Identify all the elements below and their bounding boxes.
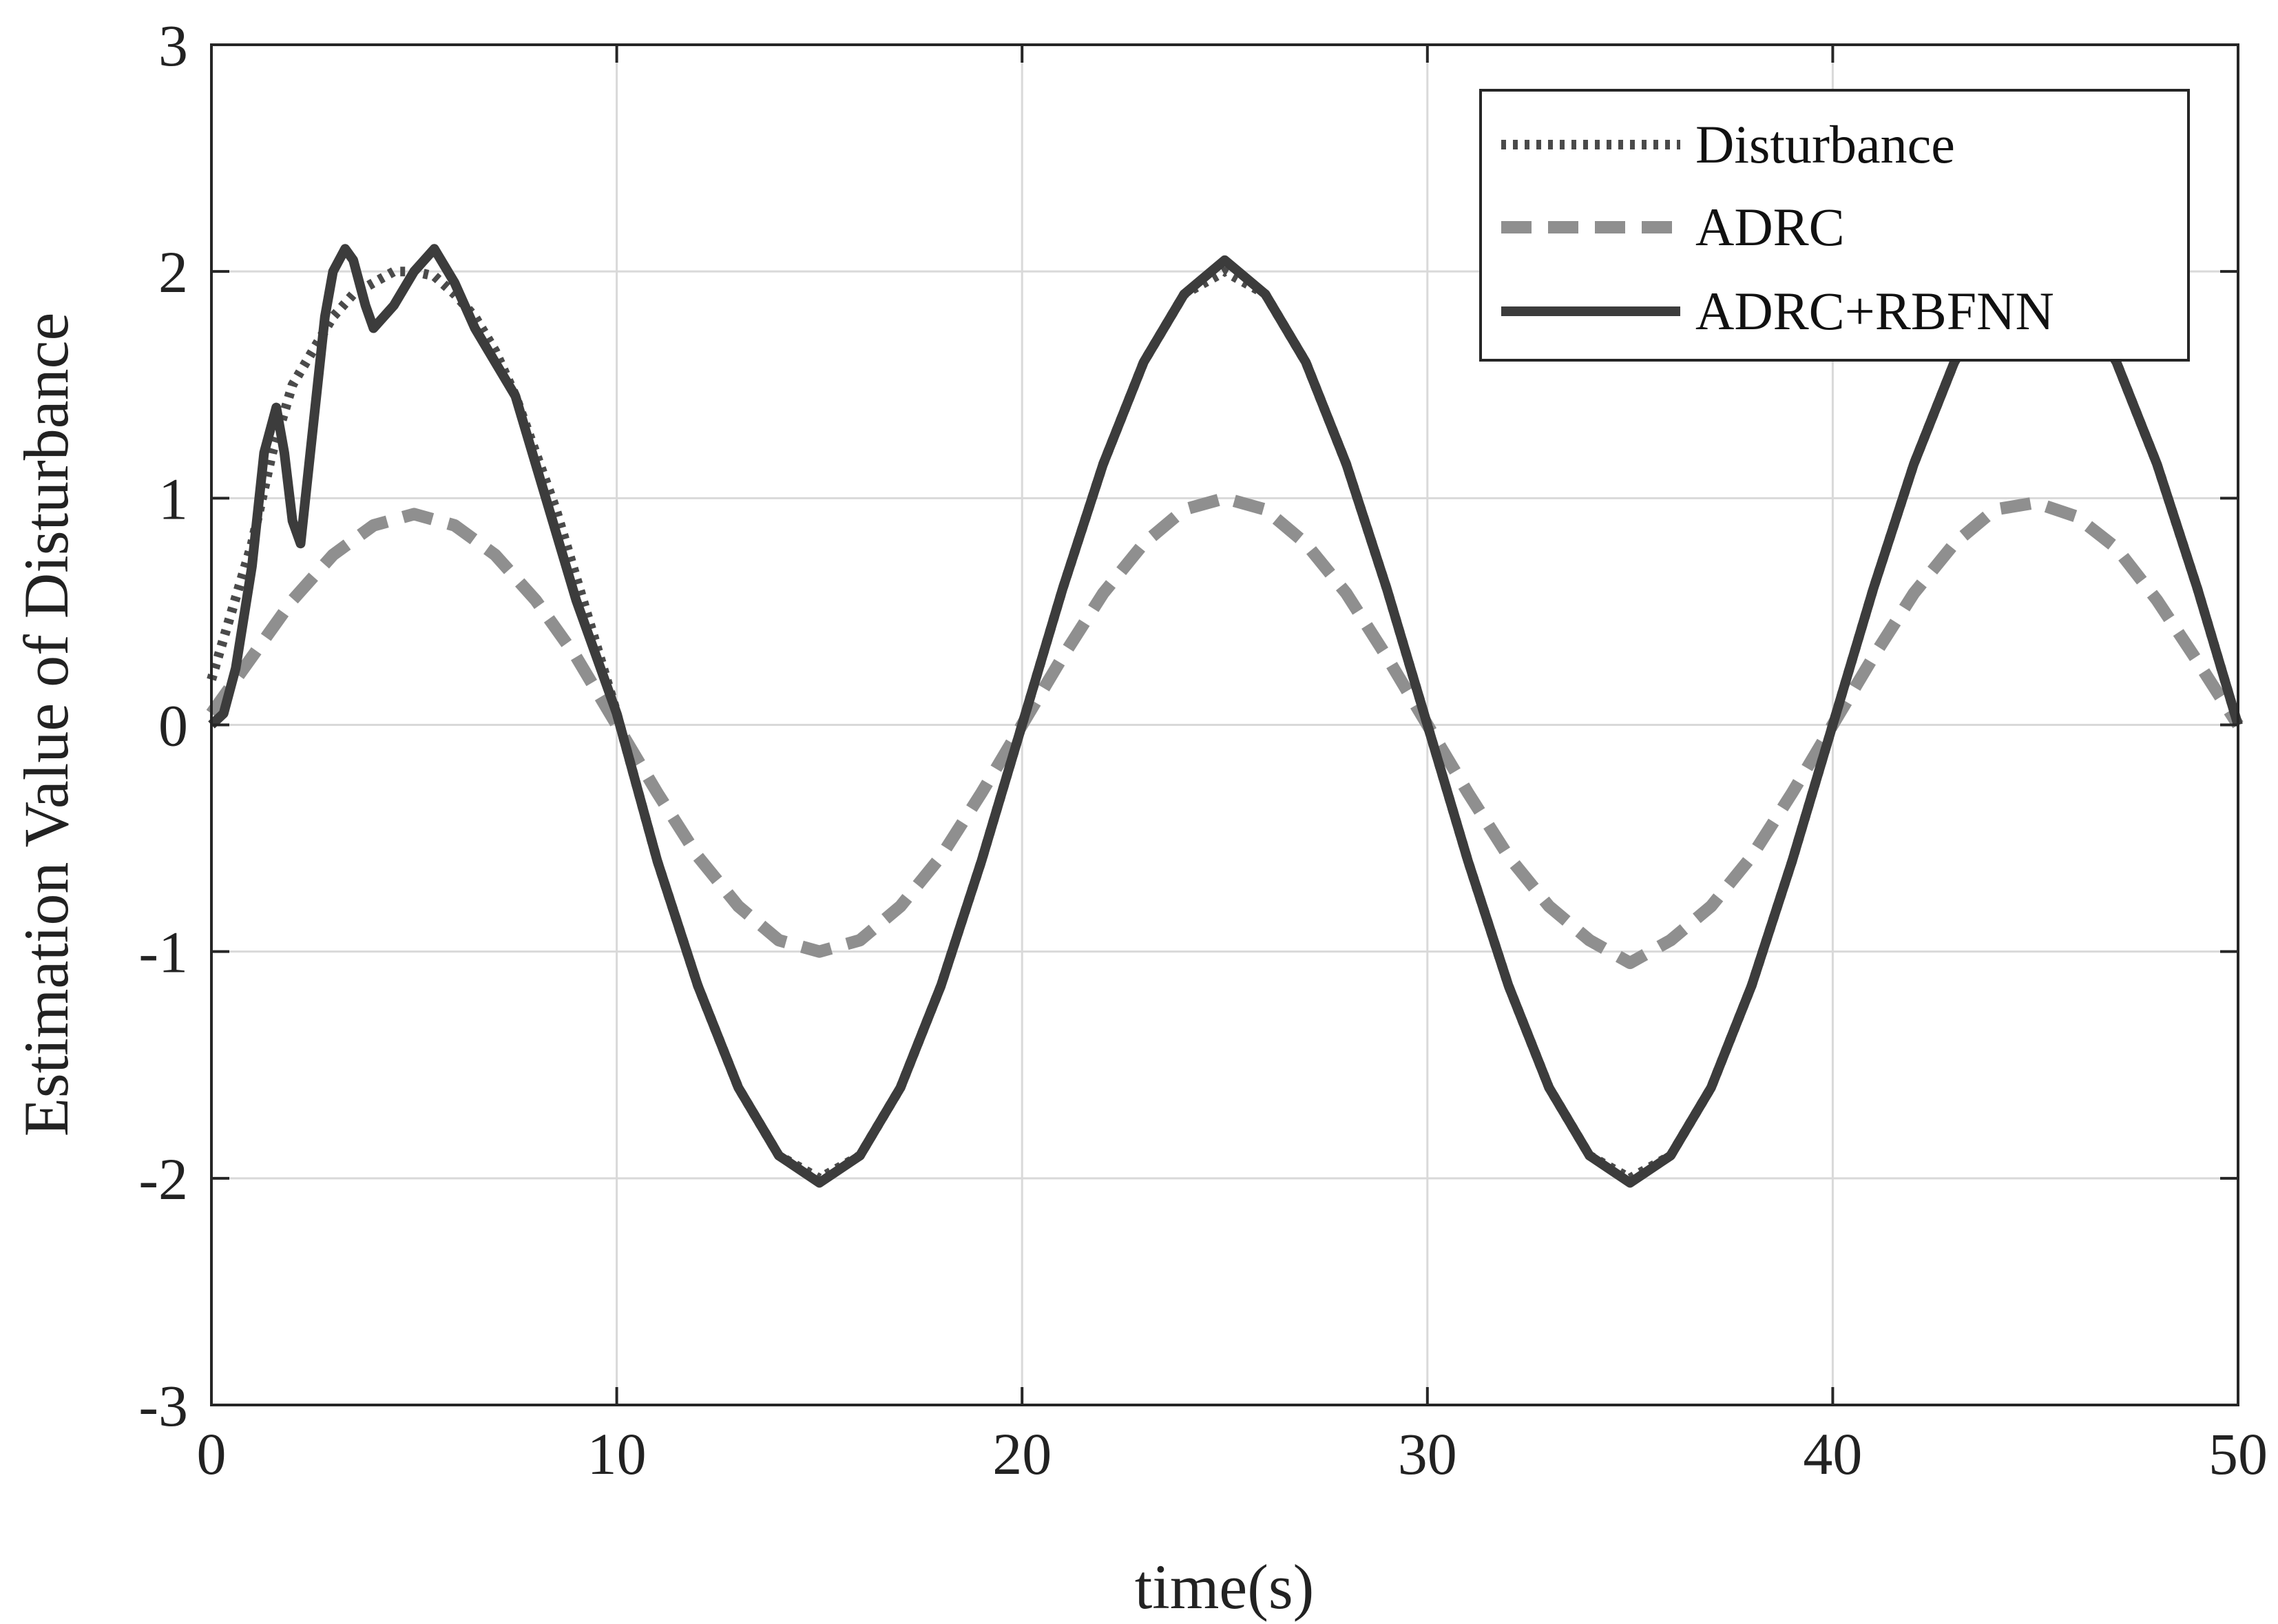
legend-label: Disturbance — [1695, 114, 1955, 174]
x-tick-label: 0 — [197, 1421, 227, 1487]
y-axis-label: Estimation Value of Disturbance — [11, 313, 81, 1137]
y-tick-label: 0 — [158, 693, 188, 759]
x-tick-label: 30 — [1398, 1421, 1457, 1487]
legend: Disturbance ADRC ADRC+RBFNN — [1479, 89, 2190, 362]
x-axis-label: time(s) — [1135, 1552, 1315, 1622]
series-line-adrc-rbfnn — [208, 244, 2243, 1188]
y-tick-label: 3 — [158, 12, 188, 79]
y-tick-label: 1 — [158, 466, 188, 532]
axis-ticks: 0 10 20 30 40 50 -3 -2 -1 0 1 2 3 — [138, 12, 2268, 1487]
y-tick-label: -2 — [138, 1146, 188, 1212]
data-series — [206, 244, 2244, 1188]
x-tick-label: 40 — [1803, 1421, 1862, 1487]
y-tick-label: -1 — [138, 919, 188, 986]
series-line-adrc — [206, 492, 2244, 970]
x-tick-label: 50 — [2208, 1421, 2268, 1487]
x-tick-label: 10 — [587, 1421, 647, 1487]
y-tick-label: -3 — [138, 1373, 188, 1439]
legend-label: ADRC — [1695, 197, 1845, 257]
legend-label: ADRC+RBFNN — [1695, 281, 2054, 341]
x-tick-label: 20 — [992, 1421, 1052, 1487]
y-tick-label: 2 — [158, 239, 188, 305]
